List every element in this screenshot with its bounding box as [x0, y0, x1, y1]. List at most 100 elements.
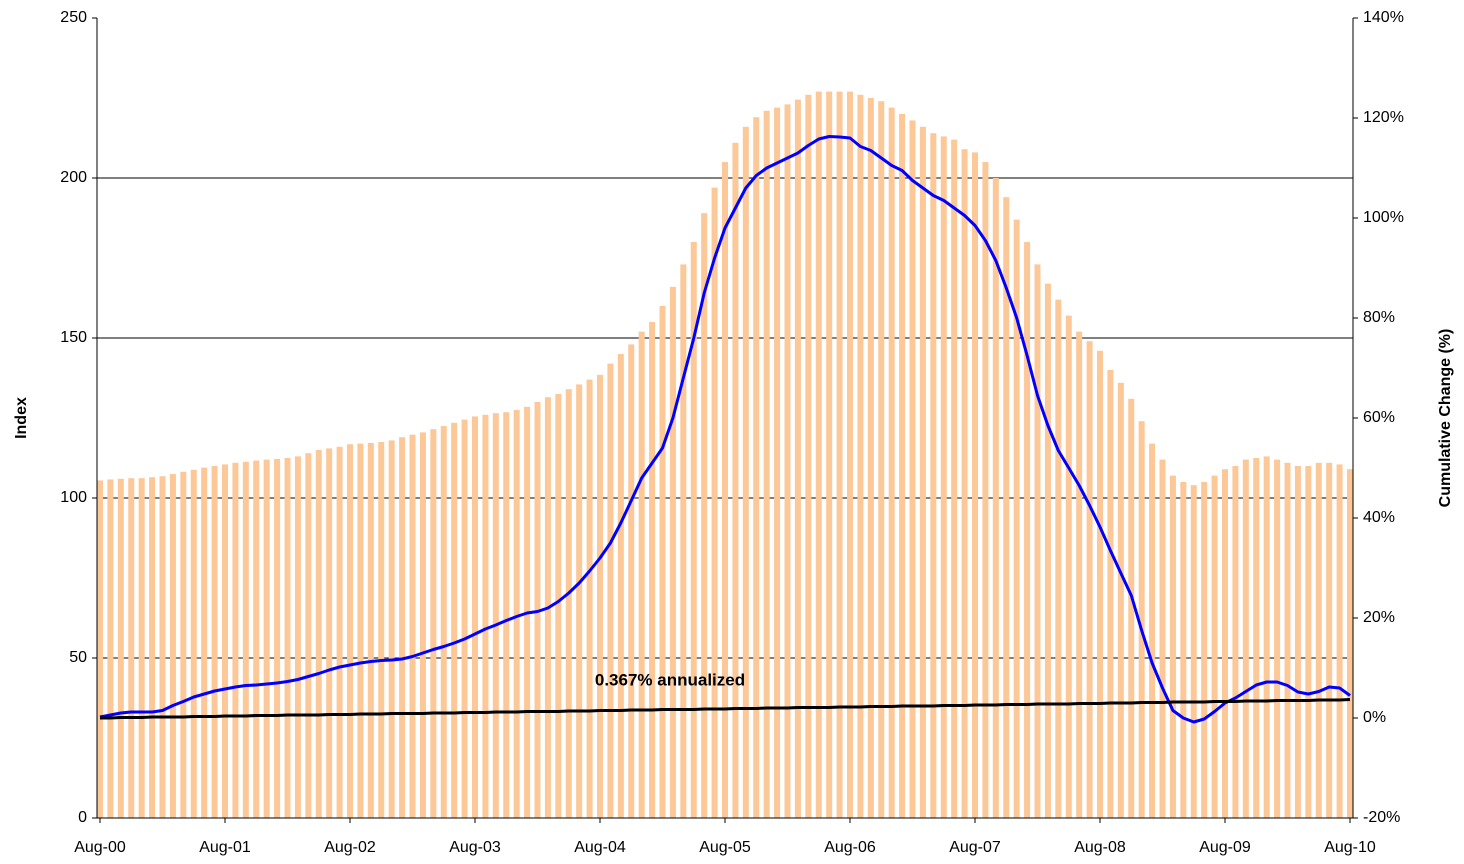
y-tick-label: 150 [60, 329, 87, 346]
bar [815, 91, 822, 819]
bar [419, 432, 426, 818]
bar [305, 453, 312, 818]
bar [1201, 482, 1208, 818]
bar [1034, 264, 1041, 818]
bar [961, 149, 968, 818]
bar [430, 429, 437, 818]
bar [222, 464, 228, 818]
bar [1024, 242, 1031, 818]
y2-tick-label: 60% [1363, 409, 1395, 426]
bar [451, 422, 458, 818]
bar [576, 384, 583, 818]
bar [263, 459, 270, 818]
bar [565, 389, 572, 818]
bar [388, 440, 395, 818]
bar [378, 442, 385, 818]
bar [1263, 456, 1270, 818]
bar [586, 379, 593, 818]
bar [1190, 485, 1197, 818]
y2-tick-label: 40% [1363, 509, 1395, 526]
bar [992, 178, 999, 818]
y-axis-label: Index [13, 397, 30, 439]
bar [409, 434, 416, 818]
x-tick-label: Aug-09 [1199, 839, 1251, 856]
bar [951, 139, 958, 819]
bar [1294, 466, 1301, 818]
bar [294, 456, 301, 818]
bar [659, 306, 666, 818]
bar [190, 469, 197, 818]
bar [1044, 283, 1051, 819]
bar [503, 412, 510, 818]
bar [763, 110, 770, 819]
bar [274, 458, 281, 818]
bar [211, 466, 218, 818]
bar [284, 458, 291, 818]
bar [357, 443, 364, 818]
bar [1013, 219, 1020, 819]
bar [888, 107, 895, 819]
bar [982, 162, 989, 818]
y2-tick-label: 100% [1363, 209, 1404, 226]
bar [794, 99, 801, 819]
y2-tick-label: -20% [1363, 809, 1400, 826]
bar [1242, 459, 1249, 818]
bar [899, 114, 906, 818]
y-tick-label: 250 [60, 9, 87, 26]
bar [826, 91, 833, 819]
bar [597, 374, 603, 818]
y2-tick-label: 20% [1363, 609, 1395, 626]
bar [847, 91, 853, 819]
bar [1065, 315, 1072, 818]
bar [638, 331, 645, 818]
bar [1253, 458, 1260, 818]
bar [649, 322, 656, 818]
bar [722, 162, 728, 818]
bar [367, 442, 374, 818]
y-tick-label: 50 [69, 649, 87, 666]
bar [117, 478, 124, 818]
y2-tick-label: 0% [1363, 709, 1386, 726]
bar [1336, 464, 1343, 818]
bar [919, 126, 926, 819]
bar [1326, 462, 1333, 818]
bar [930, 133, 937, 818]
bar [326, 448, 333, 818]
bar [1211, 475, 1218, 818]
bar [1232, 466, 1239, 818]
line [100, 698, 1351, 720]
y-tick-label: 200 [60, 169, 87, 186]
bar [617, 354, 624, 818]
bar [1117, 382, 1124, 818]
bar [940, 136, 947, 818]
bar [555, 394, 562, 818]
bar [742, 126, 749, 819]
bar [1149, 443, 1156, 818]
bar [1086, 341, 1093, 818]
bar [857, 94, 864, 819]
bar [159, 476, 166, 818]
bar [440, 426, 447, 818]
x-tick-label: Aug-05 [699, 839, 751, 856]
bar [732, 142, 739, 819]
bar [482, 414, 489, 818]
bar [805, 94, 812, 819]
bar [513, 410, 520, 818]
bar [1315, 462, 1322, 818]
bar [492, 413, 499, 818]
bar [399, 437, 406, 818]
bar [867, 98, 874, 818]
x-tick-label: Aug-08 [1074, 839, 1126, 856]
x-tick-label: Aug-01 [199, 839, 251, 856]
bar [1159, 459, 1166, 818]
y-tick-label: 0 [78, 809, 87, 826]
bar [701, 213, 708, 818]
bar [472, 416, 478, 818]
bar [1138, 421, 1145, 818]
bar [1169, 475, 1176, 818]
y2-axis-label: Cumulative Change (%) [1437, 329, 1454, 508]
y2-tick-label: 120% [1363, 109, 1404, 126]
x-tick-label: Aug-00 [74, 839, 126, 856]
line [99, 135, 1351, 724]
annotation: 0.367% annualized [595, 670, 745, 689]
